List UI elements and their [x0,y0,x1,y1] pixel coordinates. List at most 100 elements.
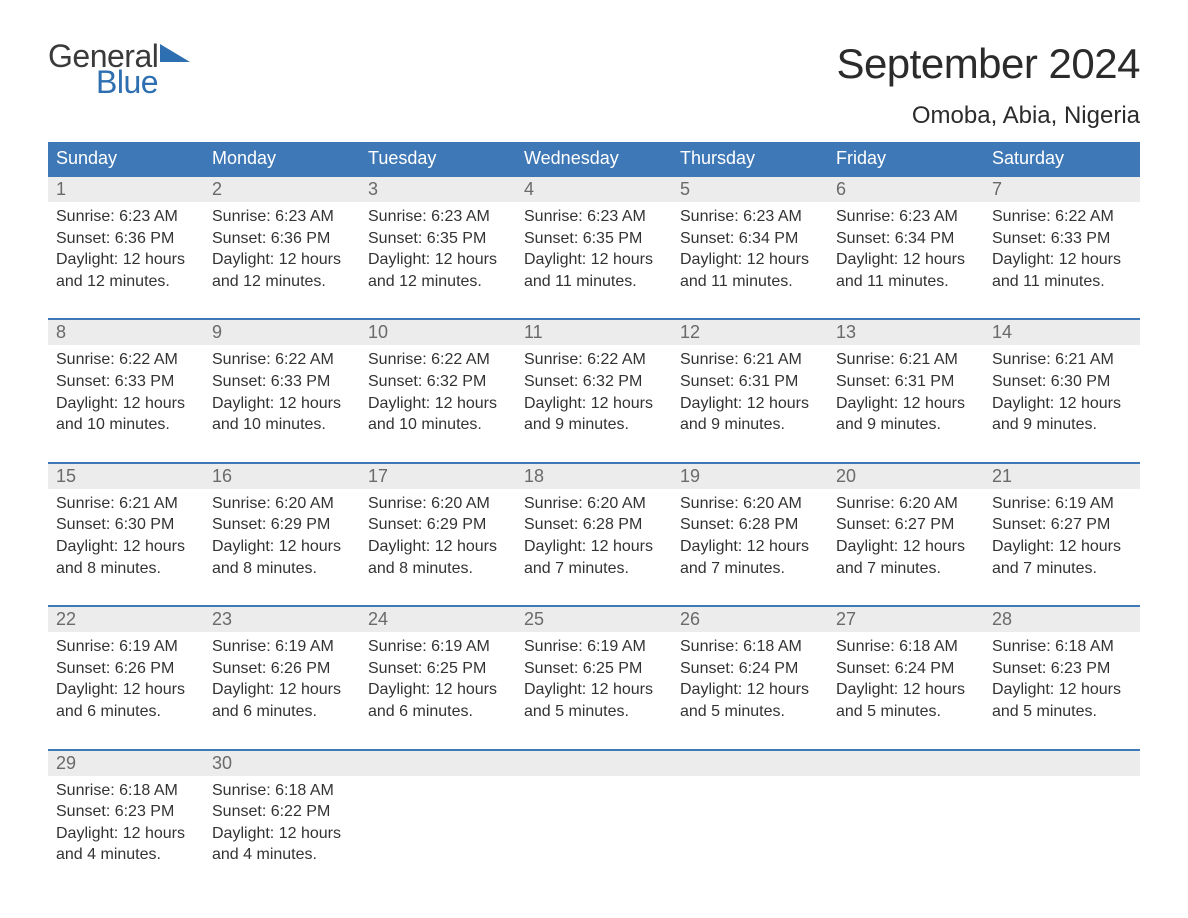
sunset-line: Sunset: 6:36 PM [56,228,196,250]
sunset-line: Sunset: 6:23 PM [992,658,1132,680]
daylight-line: Daylight: 12 hours and 5 minutes. [992,679,1132,722]
day-cell: Sunrise: 6:18 AMSunset: 6:23 PMDaylight:… [984,632,1140,726]
daylight-line: Daylight: 12 hours and 7 minutes. [836,536,976,579]
day-cell [360,776,516,870]
day-number: 23 [204,607,360,632]
daynum-row: 22232425262728 [48,607,1140,632]
day-cell: Sunrise: 6:23 AMSunset: 6:35 PMDaylight:… [360,202,516,296]
daybody-row: Sunrise: 6:23 AMSunset: 6:36 PMDaylight:… [48,202,1140,296]
sunrise-line: Sunrise: 6:19 AM [56,636,196,658]
day-cell: Sunrise: 6:19 AMSunset: 6:25 PMDaylight:… [516,632,672,726]
daylight-line: Daylight: 12 hours and 9 minutes. [992,393,1132,436]
daylight-line: Daylight: 12 hours and 9 minutes. [836,393,976,436]
daylight-line: Daylight: 12 hours and 7 minutes. [992,536,1132,579]
day-number: 10 [360,320,516,345]
sunset-line: Sunset: 6:23 PM [56,801,196,823]
dow-monday: Monday [204,142,360,175]
sunrise-line: Sunrise: 6:21 AM [992,349,1132,371]
sunset-line: Sunset: 6:32 PM [524,371,664,393]
day-number: 8 [48,320,204,345]
sunset-line: Sunset: 6:30 PM [56,514,196,536]
calendar: Sunday Monday Tuesday Wednesday Thursday… [48,142,1140,870]
day-cell: Sunrise: 6:20 AMSunset: 6:29 PMDaylight:… [204,489,360,583]
daylight-line: Daylight: 12 hours and 12 minutes. [56,249,196,292]
dow-friday: Friday [828,142,984,175]
page-title: September 2024 [836,40,1140,88]
daylight-line: Daylight: 12 hours and 6 minutes. [368,679,508,722]
daynum-row: 1234567 [48,177,1140,202]
sunrise-line: Sunrise: 6:21 AM [680,349,820,371]
sunrise-line: Sunrise: 6:19 AM [212,636,352,658]
sunrise-line: Sunrise: 6:19 AM [368,636,508,658]
sunrise-line: Sunrise: 6:22 AM [992,206,1132,228]
day-number: 4 [516,177,672,202]
daynum-row: 2930 [48,751,1140,776]
dow-sunday: Sunday [48,142,204,175]
sunset-line: Sunset: 6:24 PM [680,658,820,680]
day-number: 6 [828,177,984,202]
sunset-line: Sunset: 6:34 PM [680,228,820,250]
day-number: 11 [516,320,672,345]
sunrise-line: Sunrise: 6:20 AM [836,493,976,515]
day-number: 1 [48,177,204,202]
daybody-row: Sunrise: 6:21 AMSunset: 6:30 PM Daylight:… [48,489,1140,583]
day-number [828,751,984,776]
sunrise-line: Sunrise: 6:19 AM [992,493,1132,515]
day-number: 19 [672,464,828,489]
daylight-line: Daylight: 12 hours and 11 minutes. [680,249,820,292]
dow-row: Sunday Monday Tuesday Wednesday Thursday… [48,142,1140,175]
day-cell: Sunrise: 6:22 AMSunset: 6:33 PMDaylight:… [984,202,1140,296]
sunset-line: Sunset: 6:29 PM [212,514,352,536]
day-number: 21 [984,464,1140,489]
day-cell: Sunrise: 6:23 AMSunset: 6:34 PMDaylight:… [828,202,984,296]
daylight-line: Daylight: 12 hours and 12 minutes. [212,249,352,292]
sunset-line: Sunset: 6:33 PM [56,371,196,393]
day-cell: Sunrise: 6:20 AMSunset: 6:29 PMDaylight:… [360,489,516,583]
daylight-line: Daylight: 12 hours and 12 minutes. [368,249,508,292]
sunset-line: Sunset: 6:34 PM [836,228,976,250]
sunset-line: Sunset: 6:30 PM [992,371,1132,393]
day-number: 17 [360,464,516,489]
daylight-line: Daylight: 12 hours and 10 minutes. [212,393,352,436]
day-number [672,751,828,776]
day-number: 13 [828,320,984,345]
sunrise-line: Sunrise: 6:21 AM [836,349,976,371]
brand-triangle-icon [160,42,190,66]
sunrise-line: Sunrise: 6:20 AM [212,493,352,515]
daybody-row: Sunrise: 6:22 AMSunset: 6:33 PMDaylight:… [48,345,1140,439]
day-cell: Sunrise: 6:19 AMSunset: 6:25 PMDaylight:… [360,632,516,726]
day-number: 7 [984,177,1140,202]
day-number: 25 [516,607,672,632]
day-cell: Sunrise: 6:19 AMSunset: 6:26 PMDaylight:… [204,632,360,726]
week-row: 1234567Sunrise: 6:23 AMSunset: 6:36 PMDa… [48,175,1140,296]
day-cell: Sunrise: 6:23 AMSunset: 6:35 PMDaylight:… [516,202,672,296]
week-row: 15161718192021Sunrise: 6:21 AMSunset: 6:… [48,462,1140,583]
day-number: 3 [360,177,516,202]
sunset-line: Sunset: 6:24 PM [836,658,976,680]
day-cell: Sunrise: 6:21 AMSunset: 6:31 PMDaylight:… [672,345,828,439]
sunset-line: Sunset: 6:25 PM [368,658,508,680]
sunset-line: Sunset: 6:33 PM [992,228,1132,250]
sunset-line: Sunset: 6:26 PM [56,658,196,680]
sunrise-line: Sunrise: 6:21 AM [56,493,196,515]
day-cell: Sunrise: 6:18 AMSunset: 6:22 PMDaylight:… [204,776,360,870]
sunrise-line: Sunrise: 6:23 AM [368,206,508,228]
day-cell: Sunrise: 6:22 AMSunset: 6:33 PMDaylight:… [204,345,360,439]
week-row: 22232425262728Sunrise: 6:19 AMSunset: 6:… [48,605,1140,726]
day-number: 15 [48,464,204,489]
day-cell: Sunrise: 6:23 AMSunset: 6:34 PMDaylight:… [672,202,828,296]
daylight-line: Daylight: 12 hours and 4 minutes. [212,823,352,866]
day-number: 26 [672,607,828,632]
sunrise-line: Sunrise: 6:18 AM [836,636,976,658]
day-cell: Sunrise: 6:23 AMSunset: 6:36 PMDaylight:… [204,202,360,296]
sunrise-line: Sunrise: 6:18 AM [680,636,820,658]
day-number: 12 [672,320,828,345]
day-cell: Sunrise: 6:19 AMSunset: 6:26 PMDaylight:… [48,632,204,726]
header-row: General Blue September 2024 Omoba, Abia,… [48,40,1140,130]
week-row: 2930Sunrise: 6:18 AMSunset: 6:23 PMDayli… [48,749,1140,870]
daylight-line: Daylight: 12 hours and 6 minutes. [56,679,196,722]
sunset-line: Sunset: 6:22 PM [212,801,352,823]
day-cell: Sunrise: 6:18 AMSunset: 6:23 PMDaylight:… [48,776,204,870]
sunset-line: Sunset: 6:26 PM [212,658,352,680]
day-number: 14 [984,320,1140,345]
